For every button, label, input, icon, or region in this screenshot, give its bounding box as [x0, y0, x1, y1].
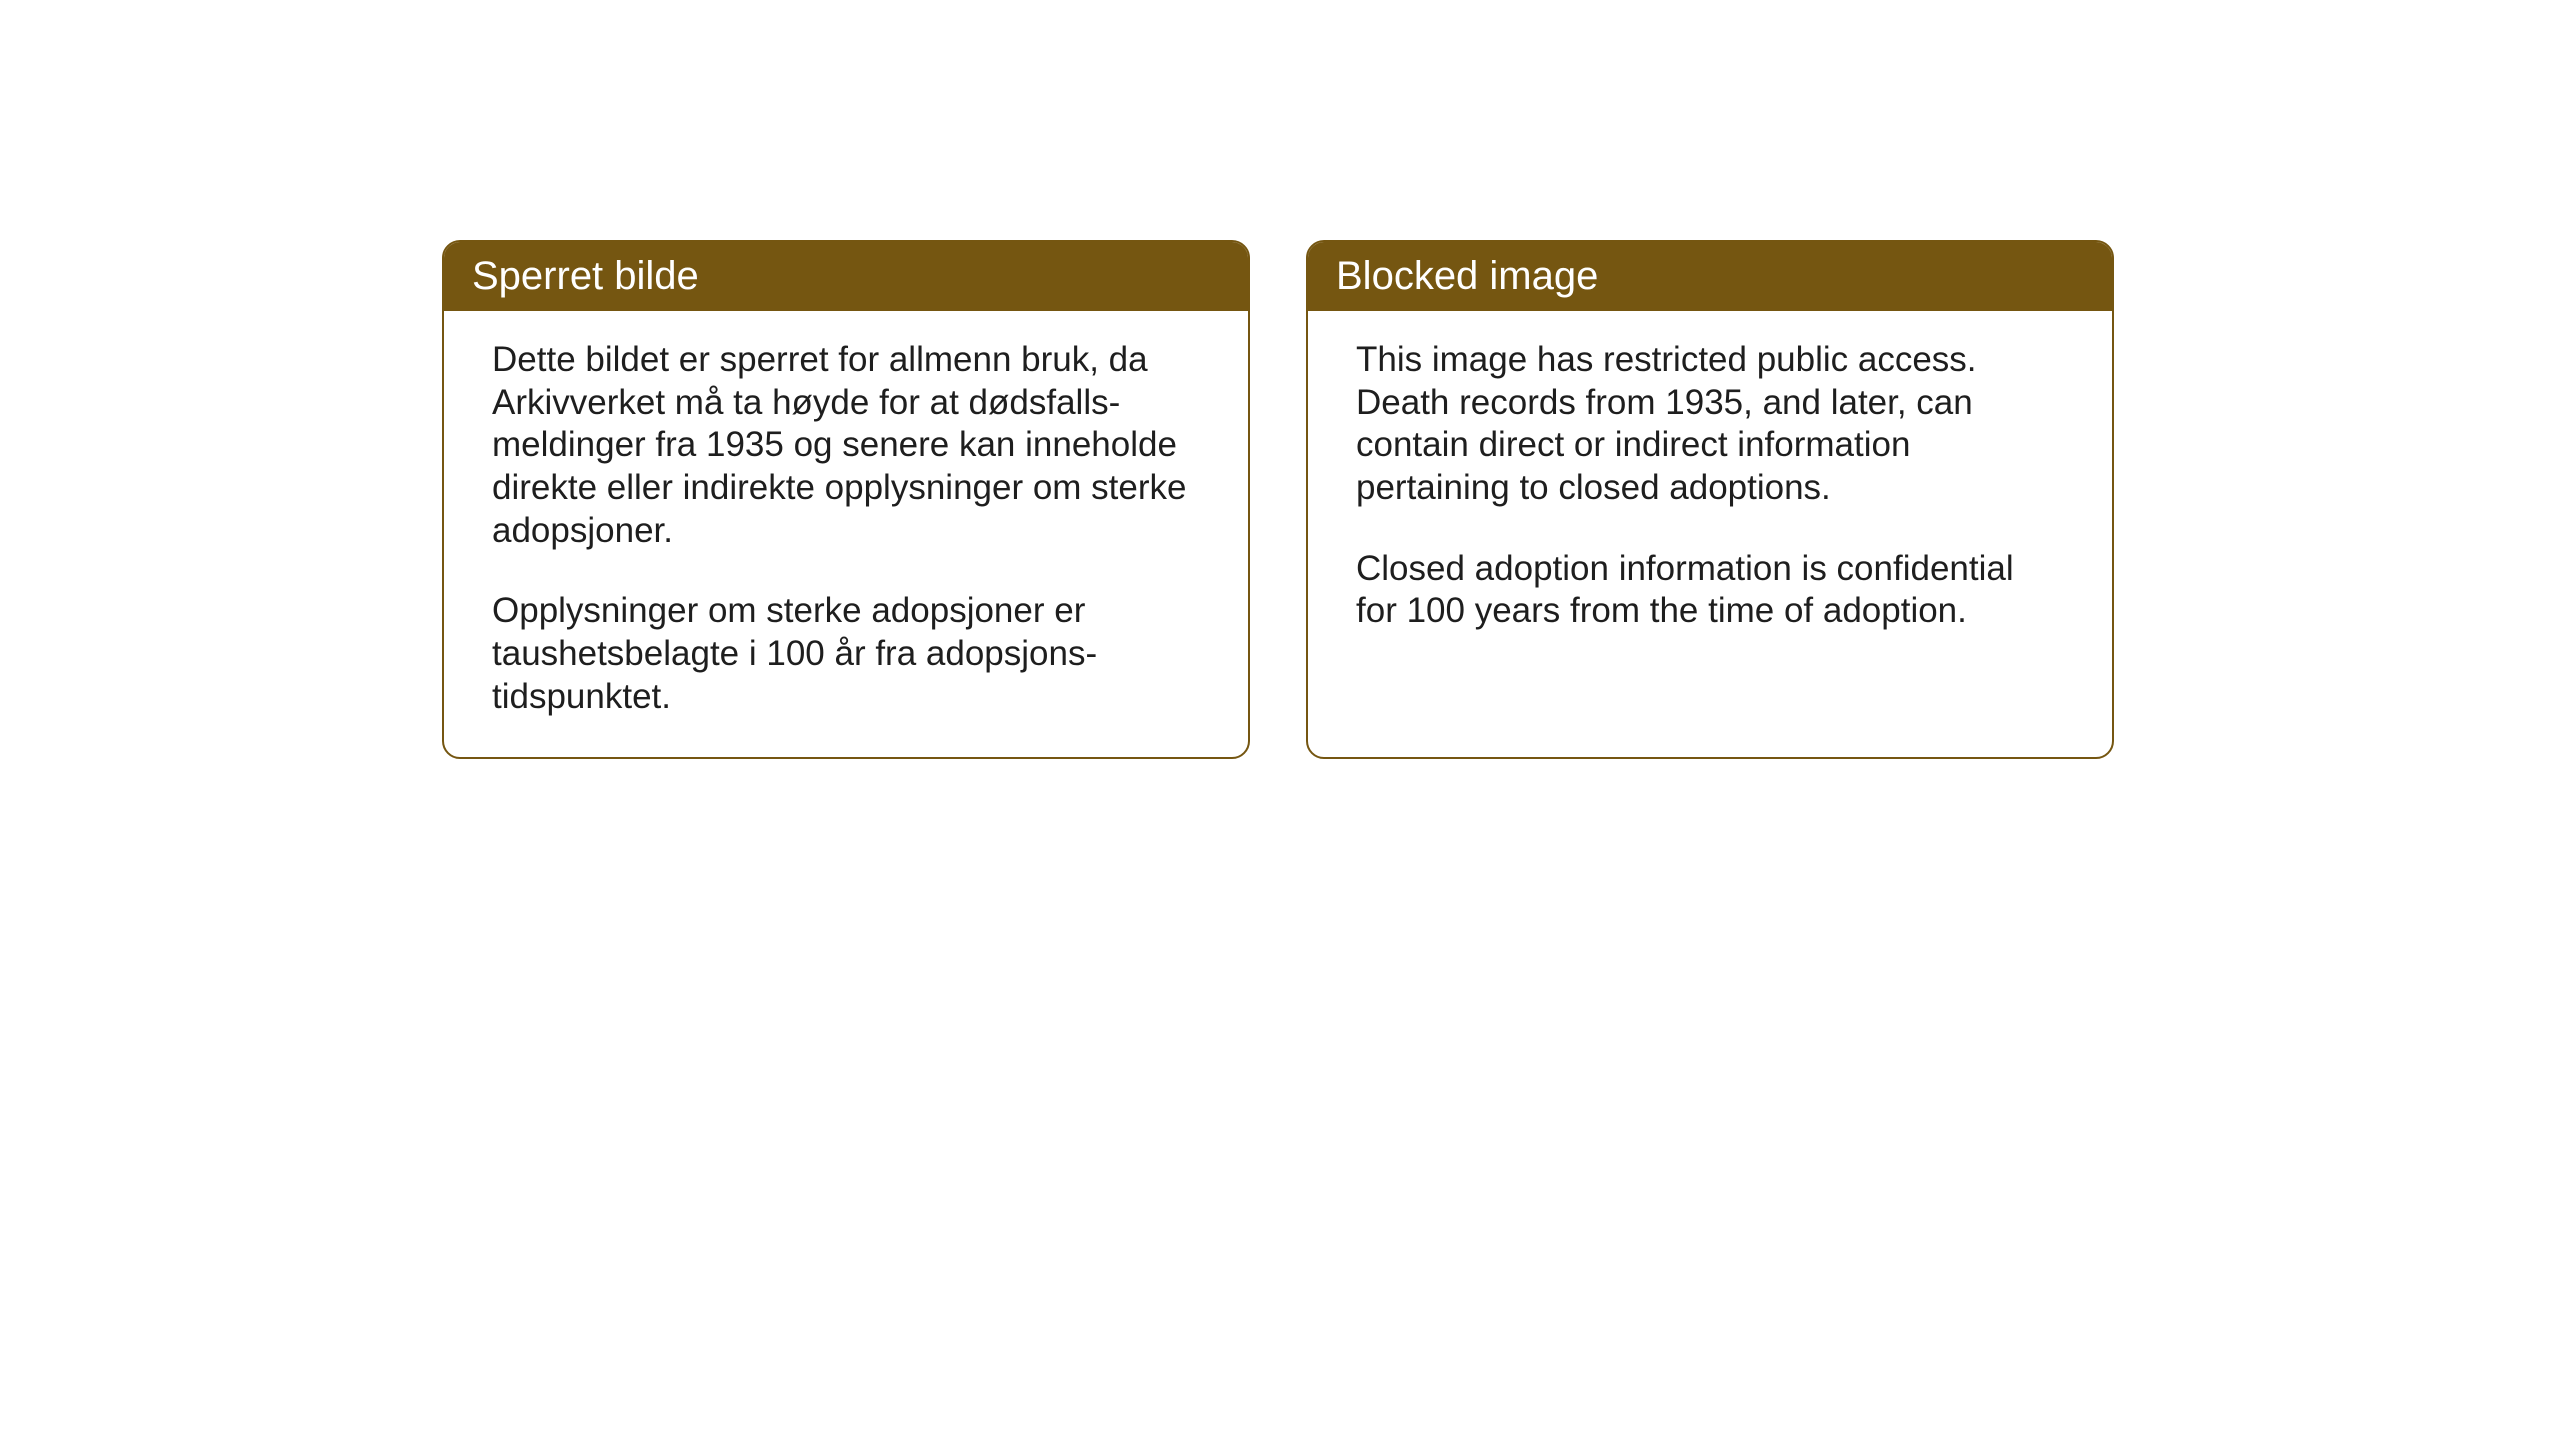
cards-container: Sperret bilde Dette bildet er sperret fo…	[442, 240, 2114, 759]
norwegian-card-title: Sperret bilde	[444, 242, 1248, 311]
norwegian-card-body: Dette bildet er sperret for allmenn bruk…	[444, 311, 1248, 757]
norwegian-card: Sperret bilde Dette bildet er sperret fo…	[442, 240, 1250, 759]
norwegian-paragraph-2: Opplysninger om sterke adopsjoner er tau…	[492, 590, 1200, 718]
norwegian-paragraph-1: Dette bildet er sperret for allmenn bruk…	[492, 339, 1200, 552]
english-card-body: This image has restricted public access.…	[1308, 311, 2112, 671]
english-paragraph-1: This image has restricted public access.…	[1356, 339, 2064, 510]
english-card: Blocked image This image has restricted …	[1306, 240, 2114, 759]
english-card-title: Blocked image	[1308, 242, 2112, 311]
english-paragraph-2: Closed adoption information is confident…	[1356, 548, 2064, 633]
